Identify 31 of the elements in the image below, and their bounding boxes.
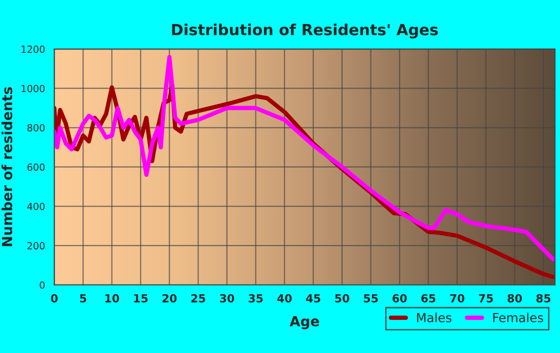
x-tick-label: 70: [450, 294, 464, 302]
x-tick-label: 20: [162, 294, 177, 302]
y-tick-label: 1000: [22, 84, 45, 92]
x-tick-label: 75: [478, 294, 493, 302]
x-tick-label: 45: [306, 294, 320, 302]
x-tick-label: 5: [80, 294, 86, 302]
x-tick-label: 0: [50, 294, 58, 302]
line-series: [54, 54, 555, 262]
chart-title: Distribution of Residents' Ages: [172, 24, 438, 38]
x-tick-label: 15: [134, 294, 148, 302]
y-tick-label: 200: [27, 242, 45, 250]
x-tick-label: 80: [508, 294, 522, 302]
x-tick-label: 85: [536, 294, 550, 302]
legend-label: Males: [417, 312, 452, 322]
legend-label: Females: [493, 312, 544, 322]
x-tick-label: 10: [105, 294, 120, 302]
y-tick-label: 600: [27, 163, 45, 171]
y-tick-label: 800: [27, 124, 45, 132]
x-tick-label: 50: [335, 294, 350, 302]
x-tick-label: 30: [220, 294, 234, 302]
x-tick-label: 55: [364, 294, 378, 302]
x-tick-label: 35: [248, 294, 263, 302]
y-tick-label: 0: [40, 281, 45, 289]
x-tick-label: 65: [421, 294, 436, 302]
x-tick-label: 40: [277, 294, 292, 302]
x-axis-title: Age: [290, 316, 320, 330]
y-axis-title: Number of residents: [2, 87, 12, 246]
y-tick-label: 1200: [22, 46, 45, 53]
x-tick-label: 60: [392, 294, 407, 302]
x-tick-label: 25: [191, 294, 206, 302]
y-tick-label: 400: [27, 202, 45, 210]
